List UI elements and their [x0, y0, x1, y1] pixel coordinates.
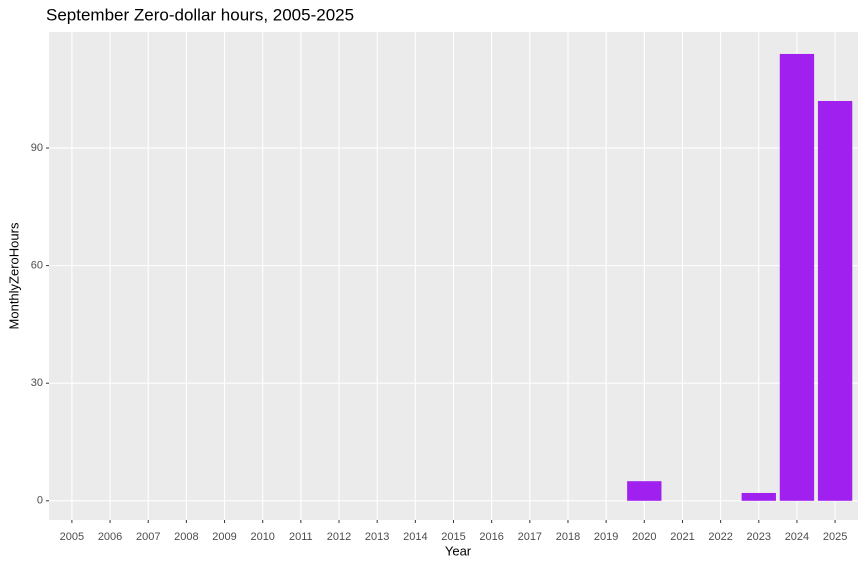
x-tick-label: 2006: [98, 531, 122, 543]
x-tick-label: 2023: [747, 531, 771, 543]
bar: [627, 481, 662, 501]
x-tick-label: 2012: [327, 531, 351, 543]
x-tick-label: 2007: [136, 531, 160, 543]
y-axis-title: MonthlyZeroHours: [6, 222, 21, 329]
x-tick-label: 2017: [518, 531, 542, 543]
x-tick-label: 2005: [60, 531, 84, 543]
x-tick-label: 2015: [441, 531, 465, 543]
bar: [741, 492, 776, 501]
x-tick-label: 2016: [479, 531, 503, 543]
y-tick-label: 0: [37, 495, 43, 507]
x-tick-label: 2013: [365, 531, 389, 543]
x-tick-label: 2014: [403, 531, 427, 543]
x-tick-label: 2018: [556, 531, 580, 543]
x-tick-label: 2021: [670, 531, 694, 543]
y-tick-label: 90: [31, 142, 43, 154]
x-tick-label: 2020: [632, 531, 656, 543]
x-tick-label: 2019: [594, 531, 618, 543]
x-tick-label: 2008: [174, 531, 198, 543]
x-tick-label: 2024: [785, 531, 809, 543]
x-tick-label: 2022: [708, 531, 732, 543]
bar: [817, 100, 853, 501]
x-axis-title: Year: [445, 543, 472, 558]
y-tick-label: 30: [31, 377, 43, 389]
bar: [779, 53, 815, 501]
chart-title: September Zero-dollar hours, 2005-2025: [46, 5, 354, 24]
x-tick-label: 2009: [212, 531, 236, 543]
x-tick-label: 2010: [250, 531, 274, 543]
y-tick-label: 60: [31, 260, 43, 272]
x-tick-label: 2025: [823, 531, 847, 543]
x-tick-label: 2011: [289, 531, 313, 543]
